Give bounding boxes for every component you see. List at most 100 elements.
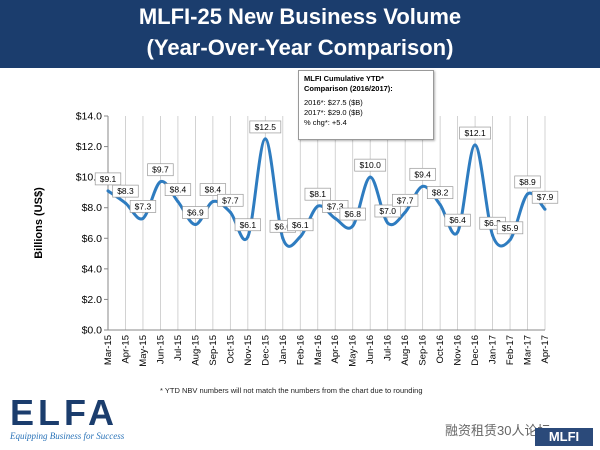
y-tick-label: $0.0 (82, 325, 103, 337)
data-point (403, 210, 407, 214)
data-label: $6.9 (187, 208, 204, 218)
ytd-box-title: MLFI Cumulative YTD* Comparison (2016/20… (304, 74, 393, 93)
data-label: $6.4 (449, 215, 466, 225)
data-point (508, 238, 512, 242)
data-label-box (409, 167, 436, 181)
data-point (158, 180, 162, 184)
data-label-box (249, 120, 282, 134)
data-label-box (182, 206, 209, 219)
data-label: $9.7 (152, 165, 169, 175)
x-tick-label: Aug-16 (400, 335, 411, 366)
x-tick-label: Nov-16 (453, 335, 464, 366)
data-point (333, 216, 337, 220)
data-label: $8.4 (170, 185, 187, 195)
data-point (246, 235, 250, 239)
data-point (526, 192, 530, 196)
data-label-box (426, 186, 454, 200)
data-point (543, 207, 547, 211)
x-tick-label: Jun-16 (365, 335, 376, 364)
ytd-comparison-box: MLFI Cumulative YTD* Comparison (2016/20… (298, 70, 434, 140)
y-tick-label: $2.0 (82, 294, 103, 306)
data-label-box (339, 207, 366, 221)
x-tick-label: May-15 (138, 335, 149, 367)
data-point (298, 235, 302, 239)
data-label: $8.9 (519, 177, 536, 187)
data-label-box (531, 190, 559, 204)
x-tick-label: Dec-15 (260, 335, 271, 366)
data-label: $8.1 (309, 189, 326, 199)
data-point (228, 210, 232, 214)
data-point (106, 189, 110, 193)
data-label: $8.3 (117, 186, 134, 196)
data-point (473, 143, 477, 147)
data-point (176, 200, 180, 204)
data-label: $9.4 (414, 169, 431, 179)
data-label-box (217, 193, 244, 207)
data-point (368, 175, 372, 179)
data-label: $7.7 (222, 195, 239, 205)
data-label: $7.3 (327, 201, 344, 211)
data-point (123, 201, 127, 205)
watermark-badge: MLFI (535, 428, 593, 446)
data-label: $7.3 (135, 201, 152, 211)
data-point (281, 236, 285, 240)
data-point (438, 203, 442, 207)
data-label-box (459, 126, 491, 140)
x-tick-label: Oct-15 (225, 335, 236, 364)
data-label-box (234, 218, 261, 232)
x-tick-label: Feb-17 (505, 335, 516, 365)
x-tick-label: Apr-17 (540, 335, 551, 364)
x-tick-label: Mar-16 (313, 335, 324, 365)
data-label-box (374, 204, 401, 218)
x-tick-label: Jun-15 (155, 335, 166, 364)
data-label-box (354, 158, 387, 172)
footnote: * YTD NBV numbers will not match the num… (160, 386, 423, 395)
data-label: $10.0 (360, 160, 382, 170)
ytd-2017: 2017*: $29.0 ($B) (304, 108, 363, 117)
elfa-logo: ELFA Equipping Business for Success (10, 392, 124, 441)
x-tick-label: Oct-16 (435, 335, 446, 364)
x-tick-label: Jan-17 (488, 335, 499, 364)
chart-subtitle: (Year-Over-Year Comparison) (146, 35, 454, 60)
data-point (456, 230, 460, 234)
watermark-text: 融资租赁30人论坛 (445, 423, 551, 438)
data-label-box (147, 163, 174, 177)
data-label: $12.1 (464, 128, 486, 138)
y-tick-label: $14.0 (76, 111, 102, 123)
data-point (386, 221, 390, 225)
data-point (351, 224, 355, 228)
x-tick-label: Jul-16 (383, 335, 394, 361)
x-tick-label: Mar-15 (103, 335, 114, 365)
x-tick-label: Aug-15 (190, 335, 201, 366)
data-label-box (304, 187, 331, 201)
y-axis-label: Billions (US$) (33, 187, 45, 259)
data-label-box (287, 218, 314, 232)
data-point (211, 200, 215, 204)
data-point (263, 137, 267, 141)
x-tick-label: Jan-16 (278, 335, 289, 364)
logo-name: ELFA (10, 392, 119, 433)
y-tick-label: $6.0 (82, 233, 103, 245)
data-point (193, 223, 197, 227)
chart-title: MLFI-25 New Business Volume (138, 4, 462, 29)
data-label-box (94, 172, 122, 186)
x-tick-label: Jul-15 (173, 335, 184, 361)
data-label: $6.1 (240, 220, 257, 230)
data-label: $6.2 (484, 218, 501, 228)
line-chart: $0.0 $2.0 $4.0 $6.0 $8.0 $10.0 $12.0 $14.0 Billi… (33, 111, 559, 367)
x-tick-label: Nov-15 (243, 335, 254, 366)
x-tick-label: Sep-15 (208, 335, 219, 366)
ytd-2016: 2016*: $27.5 ($B) (304, 98, 363, 107)
data-label: $7.7 (397, 195, 414, 205)
x-tick-label: Apr-16 (330, 335, 341, 364)
data-label: $7.0 (379, 206, 396, 216)
x-tick-label: Mar-17 (523, 335, 534, 365)
data-point (316, 204, 320, 208)
data-label-box (514, 175, 541, 189)
data-label: $6.0 (275, 221, 292, 231)
data-label-box (392, 193, 419, 207)
data-label: $12.5 (255, 122, 277, 132)
data-point (421, 184, 425, 188)
x-tick-label: Apr-15 (120, 335, 131, 364)
data-label: $6.8 (344, 209, 361, 219)
